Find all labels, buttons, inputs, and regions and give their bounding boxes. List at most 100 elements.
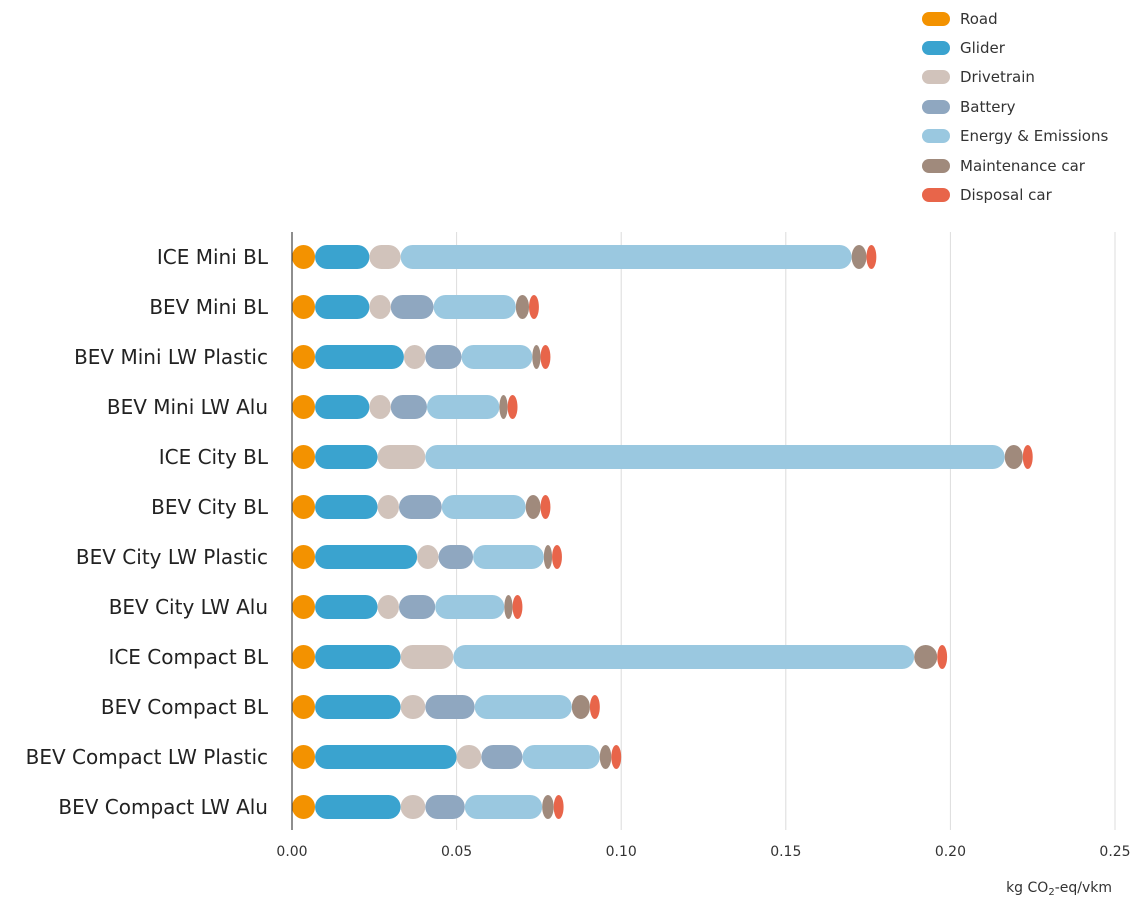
bar-bev-city-lw-plastic-road — [292, 545, 316, 569]
bar-bev-mini-lw-plastic-glider — [315, 345, 404, 369]
bar-ice-city-bl-energy-emissions — [425, 445, 1005, 469]
bar-bev-city-bl-maintenance-car — [525, 495, 541, 519]
bar-bev-mini-lw-alu-drivetrain — [369, 395, 391, 419]
bar-bev-compact-lw-alu-disposal-car — [553, 795, 564, 819]
x-axis-title: kg CO2-eq/vkm — [1006, 881, 1112, 898]
x-tick-label-0: 0.00 — [276, 844, 307, 860]
legend-swatch — [922, 188, 950, 203]
bar-bev-mini-lw-alu-glider — [315, 395, 370, 419]
bar-ice-city-bl-road — [292, 445, 316, 469]
legend-label: Drivetrain — [960, 68, 1035, 87]
bar-bev-compact-lw-alu-energy-emissions — [464, 795, 543, 819]
x-tick-label-1: 0.05 — [441, 844, 472, 860]
category-label-bev-mini-lw-plastic: BEV Mini LW Plastic — [74, 345, 268, 369]
category-label-bev-mini-lw-alu: BEV Mini LW Alu — [107, 395, 268, 419]
bar-bev-city-bl-road — [292, 495, 316, 519]
legend-label: Energy & Emissions — [960, 127, 1109, 146]
x-tick-labels: 0.00 0.05 0.10 0.15 0.20 0.25 — [276, 844, 1130, 860]
bar-bev-city-lw-plastic-battery — [438, 545, 474, 569]
x-axis-title-pre: kg CO — [1006, 880, 1049, 896]
bar-bev-compact-lw-plastic-glider — [315, 745, 457, 769]
bar-bev-compact-lw-alu-glider — [315, 795, 401, 819]
bar-bev-city-lw-alu-disposal-car — [512, 595, 523, 619]
category-label-bev-compact-bl: BEV Compact BL — [101, 695, 269, 719]
bar-bev-compact-bl-maintenance-car — [571, 695, 590, 719]
bar-bev-mini-lw-plastic-battery — [425, 345, 462, 369]
bar-ice-mini-bl-disposal-car — [866, 245, 877, 269]
legend-label: Battery — [960, 97, 1016, 116]
gridlines — [456, 232, 1116, 830]
legend-swatch — [922, 11, 950, 26]
bar-bev-compact-bl-drivetrain — [400, 695, 426, 719]
bar-bev-mini-lw-alu-road — [292, 395, 316, 419]
legend-item-drivetrain: Drivetrain — [922, 63, 1108, 92]
bar-bev-city-lw-alu-battery — [398, 595, 436, 619]
bar-bev-city-lw-alu-drivetrain — [377, 595, 399, 619]
bar-bev-compact-lw-plastic-disposal-car — [611, 745, 622, 769]
bar-ice-city-bl-disposal-car — [1022, 445, 1033, 469]
bar-bev-city-lw-plastic-energy-emissions — [473, 545, 544, 569]
legend-item-road: Road — [922, 4, 1108, 33]
bar-bev-compact-lw-plastic-battery — [481, 745, 523, 769]
bar-ice-mini-bl-energy-emissions — [400, 245, 852, 269]
bar-ice-mini-bl-glider — [315, 245, 370, 269]
category-label-bev-compact-lw-alu: BEV Compact LW Alu — [58, 795, 268, 819]
legend-item-energy-emissions: Energy & Emissions — [922, 122, 1108, 151]
bar-ice-city-bl-glider — [315, 445, 378, 469]
bar-ice-compact-bl-disposal-car — [937, 645, 948, 669]
bar-bev-city-lw-alu-road — [292, 595, 316, 619]
bar-bev-mini-lw-plastic-energy-emissions — [461, 345, 533, 369]
category-label-bev-city-lw-alu: BEV City LW Alu — [109, 595, 268, 619]
bar-bev-compact-bl-battery — [425, 695, 475, 719]
category-label-bev-mini-bl: BEV Mini BL — [149, 295, 269, 319]
category-label-bev-city-bl: BEV City BL — [151, 495, 269, 519]
bar-bev-mini-lw-alu-maintenance-car — [499, 395, 508, 419]
bar-bev-compact-lw-plastic-energy-emissions — [522, 745, 600, 769]
bar-bev-compact-bl-energy-emissions — [474, 695, 572, 719]
category-label-ice-mini-bl: ICE Mini BL — [157, 245, 269, 269]
bar-ice-mini-bl-drivetrain — [369, 245, 401, 269]
bar-bev-mini-bl-maintenance-car — [515, 295, 530, 319]
bar-bev-city-lw-plastic-glider — [315, 545, 418, 569]
x-axis-title-post: -eq/vkm — [1054, 880, 1112, 896]
bar-bev-mini-lw-plastic-drivetrain — [403, 345, 426, 369]
category-label-bev-city-lw-plastic: BEV City LW Plastic — [76, 545, 268, 569]
x-tick-label-5: 0.25 — [1099, 844, 1130, 860]
bar-bev-compact-bl-road — [292, 695, 316, 719]
category-label-bev-compact-lw-plastic: BEV Compact LW Plastic — [26, 745, 268, 769]
bar-bev-mini-bl-battery — [390, 295, 434, 319]
bar-bev-compact-lw-plastic-drivetrain — [456, 745, 482, 769]
bar-bev-compact-lw-plastic-maintenance-car — [599, 745, 612, 769]
bar-bev-city-bl-disposal-car — [540, 495, 551, 519]
legend-label: Glider — [960, 39, 1005, 58]
bar-ice-compact-bl-drivetrain — [400, 645, 454, 669]
bar-bev-compact-bl-glider — [315, 695, 401, 719]
bar-bev-compact-lw-plastic-road — [292, 745, 316, 769]
bar-bev-mini-lw-alu-energy-emissions — [426, 395, 500, 419]
bar-bev-mini-lw-alu-battery — [390, 395, 427, 419]
legend-item-disposal-car: Disposal car — [922, 180, 1108, 209]
bar-bev-city-lw-alu-maintenance-car — [504, 595, 513, 619]
category-labels: ICE Mini BL BEV Mini BL BEV Mini LW Plasti… — [26, 245, 269, 819]
category-label-ice-compact-bl: ICE Compact BL — [108, 645, 268, 669]
x-tick-label-3: 0.15 — [770, 844, 801, 860]
legend-swatch — [922, 129, 950, 144]
bar-bev-city-lw-alu-glider — [315, 595, 378, 619]
bar-ice-compact-bl-glider — [315, 645, 401, 669]
bar-bev-city-lw-alu-energy-emissions — [435, 595, 505, 619]
bar-ice-city-bl-drivetrain — [377, 445, 426, 469]
bar-ice-compact-bl-energy-emissions — [453, 645, 915, 669]
bar-bev-mini-bl-energy-emissions — [433, 295, 516, 319]
bar-bev-compact-bl-disposal-car — [589, 695, 600, 719]
bar-ice-compact-bl-road — [292, 645, 316, 669]
legend-item-glider: Glider — [922, 33, 1108, 62]
x-axis-title-sub: 2 — [1048, 887, 1055, 898]
bar-bev-compact-lw-alu-battery — [425, 795, 465, 819]
bar-bev-mini-bl-road — [292, 295, 316, 319]
bar-bev-mini-lw-plastic-maintenance-car — [532, 345, 541, 369]
bar-bev-city-bl-drivetrain — [377, 495, 399, 519]
legend-swatch — [922, 70, 950, 85]
legend-item-battery: Battery — [922, 92, 1108, 121]
legend: Road Glider Drivetrain Battery Energy & Emis… — [922, 4, 1108, 210]
